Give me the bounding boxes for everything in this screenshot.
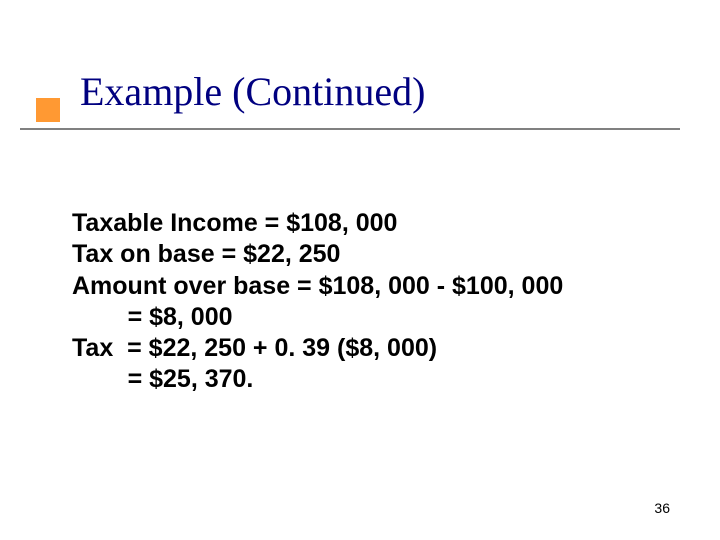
content-block: Taxable Income = $108, 000 Tax on base =…: [72, 208, 672, 396]
content-line-4: = $8, 000: [72, 302, 672, 333]
page-number: 36: [654, 500, 670, 516]
title-bullet: [36, 98, 60, 122]
content-line-5: Tax = $22, 250 + 0. 39 ($8, 000): [72, 333, 672, 364]
content-line-3: Amount over base = $108, 000 - $100, 000: [72, 271, 672, 302]
content-line-6: = $25, 370.: [72, 364, 672, 395]
title-divider: [20, 128, 680, 130]
content-line-2: Tax on base = $22, 250: [72, 239, 672, 270]
content-line-1: Taxable Income = $108, 000: [72, 208, 672, 239]
slide-title: Example (Continued): [80, 68, 425, 115]
